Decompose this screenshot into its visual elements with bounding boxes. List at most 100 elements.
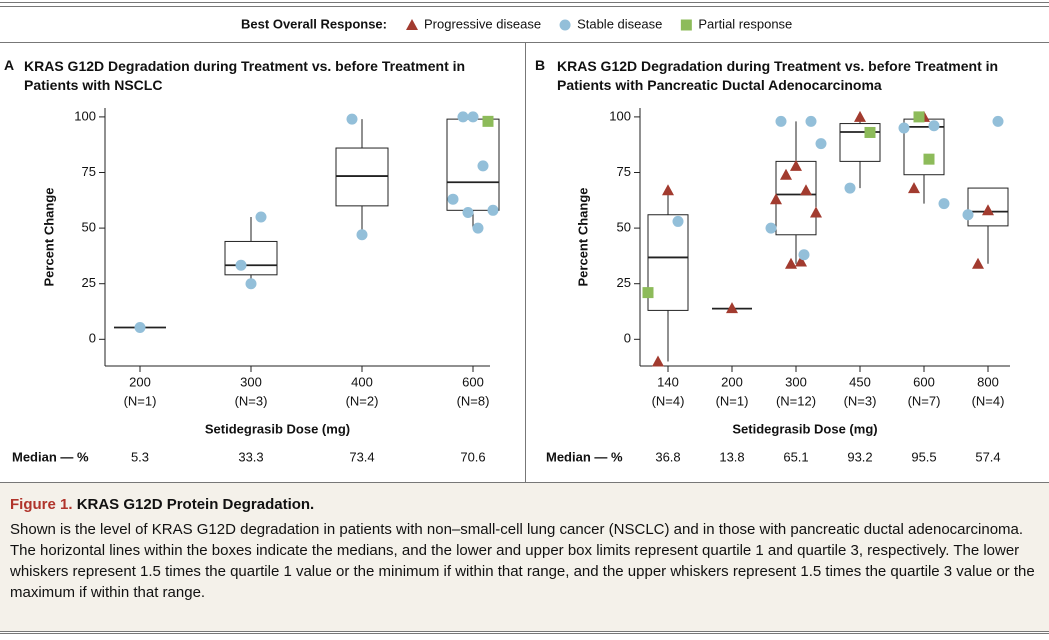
triangle-marker	[800, 184, 812, 196]
triangle-marker	[795, 255, 807, 267]
triangle-marker	[972, 257, 984, 269]
panel-letter: B	[535, 57, 546, 73]
median-value: 93.2	[847, 449, 872, 464]
circle-marker	[245, 278, 257, 290]
legend-label: Stable disease	[577, 16, 662, 31]
box	[647, 214, 689, 311]
median-value: 5.3	[131, 449, 149, 464]
y-tick-label: 50	[82, 220, 96, 235]
median-value: 36.8	[655, 449, 680, 464]
panel-title: KRAS G12D Degradation during Treatment v…	[24, 58, 466, 93]
y-axis-label: Percent Change	[41, 188, 56, 287]
legend-label: Progressive disease	[424, 16, 541, 31]
panel-divider	[525, 43, 526, 482]
circle-marker	[992, 115, 1004, 127]
square-marker	[923, 153, 935, 165]
n-label: (N=7)	[908, 393, 941, 408]
circle-marker	[898, 122, 910, 134]
triangle-marker	[662, 184, 674, 196]
caption-label: Figure 1.	[10, 496, 73, 513]
caption-title: KRAS G12D Protein Degradation.	[76, 496, 315, 513]
triangle-marker	[726, 302, 738, 314]
top-rule	[0, 2, 1049, 7]
circle-marker	[487, 204, 499, 216]
x-tick-label: 300	[240, 374, 262, 389]
median-value: 57.4	[975, 449, 1000, 464]
n-label: (N=1)	[716, 393, 749, 408]
x-tick-label: 200	[721, 374, 743, 389]
circle-marker	[815, 138, 827, 150]
legend-band	[0, 8, 1049, 43]
y-tick-label: 25	[617, 275, 631, 290]
median-value: 13.8	[719, 449, 744, 464]
circle-marker	[928, 120, 940, 132]
circle-marker	[235, 259, 247, 271]
circle-marker	[346, 113, 358, 125]
circle-marker	[477, 160, 489, 172]
caption-box	[0, 482, 1049, 632]
circle-marker	[255, 211, 267, 223]
triangle-marker	[982, 204, 994, 216]
circle-marker	[798, 249, 810, 261]
panel-title: KRAS G12D Degradation during Treatment v…	[557, 58, 999, 93]
x-tick-label: 600	[913, 374, 935, 389]
circle-marker	[472, 222, 484, 234]
circle-marker	[775, 115, 787, 127]
circle-marker	[134, 322, 146, 334]
legend-label: Partial response	[698, 16, 792, 31]
bottom-rule	[0, 633, 1049, 634]
triangle-marker	[785, 257, 797, 269]
legend-title: Best Overall Response:	[241, 16, 387, 31]
median-value: 95.5	[911, 449, 936, 464]
median-row-label: Median — %	[12, 449, 89, 464]
circle-marker	[672, 215, 684, 227]
circle-marker	[962, 209, 974, 221]
square-marker	[913, 111, 925, 123]
x-tick-label: 200	[129, 374, 151, 389]
n-label: (N=3)	[235, 393, 268, 408]
x-tick-label: 140	[657, 374, 679, 389]
panel-letter: A	[4, 57, 15, 73]
caption-text: Shown is the level of KRAS G12D degradat…	[10, 521, 1035, 601]
y-tick-label: 75	[82, 164, 96, 179]
circle-marker	[447, 193, 459, 205]
circle-marker	[765, 222, 777, 234]
circle-marker	[938, 198, 950, 210]
circle-marker	[457, 111, 469, 123]
x-tick-label: 450	[849, 374, 871, 389]
n-label: (N=4)	[972, 393, 1005, 408]
y-tick-label: 0	[89, 331, 96, 346]
y-tick-label: 100	[74, 108, 96, 123]
square-marker	[642, 287, 654, 299]
x-tick-label: 600	[462, 374, 484, 389]
caption: Figure 1. KRAS G12D Protein Degradation.…	[10, 494, 1042, 603]
n-label: (N=4)	[652, 393, 685, 408]
y-axis-label: Percent Change	[575, 188, 590, 287]
triangle-marker	[810, 206, 822, 218]
circle-marker	[467, 111, 479, 123]
y-tick-label: 50	[617, 220, 631, 235]
median-row-label: Median — %	[546, 449, 623, 464]
box	[224, 240, 278, 276]
y-tick-label: 75	[617, 164, 631, 179]
triangle-marker	[854, 110, 866, 122]
x-axis-label: Setidegrasib Dose (mg)	[732, 421, 877, 436]
x-axis-label: Setidegrasib Dose (mg)	[205, 421, 350, 436]
median-value: 73.4	[349, 449, 374, 464]
triangle-marker	[780, 168, 792, 180]
y-tick-label: 100	[609, 108, 631, 123]
circle-marker	[805, 115, 817, 127]
triangle-marker	[770, 193, 782, 205]
square-marker	[680, 19, 692, 31]
x-tick-label: 400	[351, 374, 373, 389]
triangle-marker	[406, 19, 418, 30]
n-label: (N=1)	[124, 393, 157, 408]
n-label: (N=12)	[776, 393, 816, 408]
square-marker	[864, 126, 876, 138]
triangle-marker	[652, 355, 664, 367]
square-marker	[482, 115, 494, 127]
x-tick-label: 300	[785, 374, 807, 389]
n-label: (N=3)	[844, 393, 877, 408]
